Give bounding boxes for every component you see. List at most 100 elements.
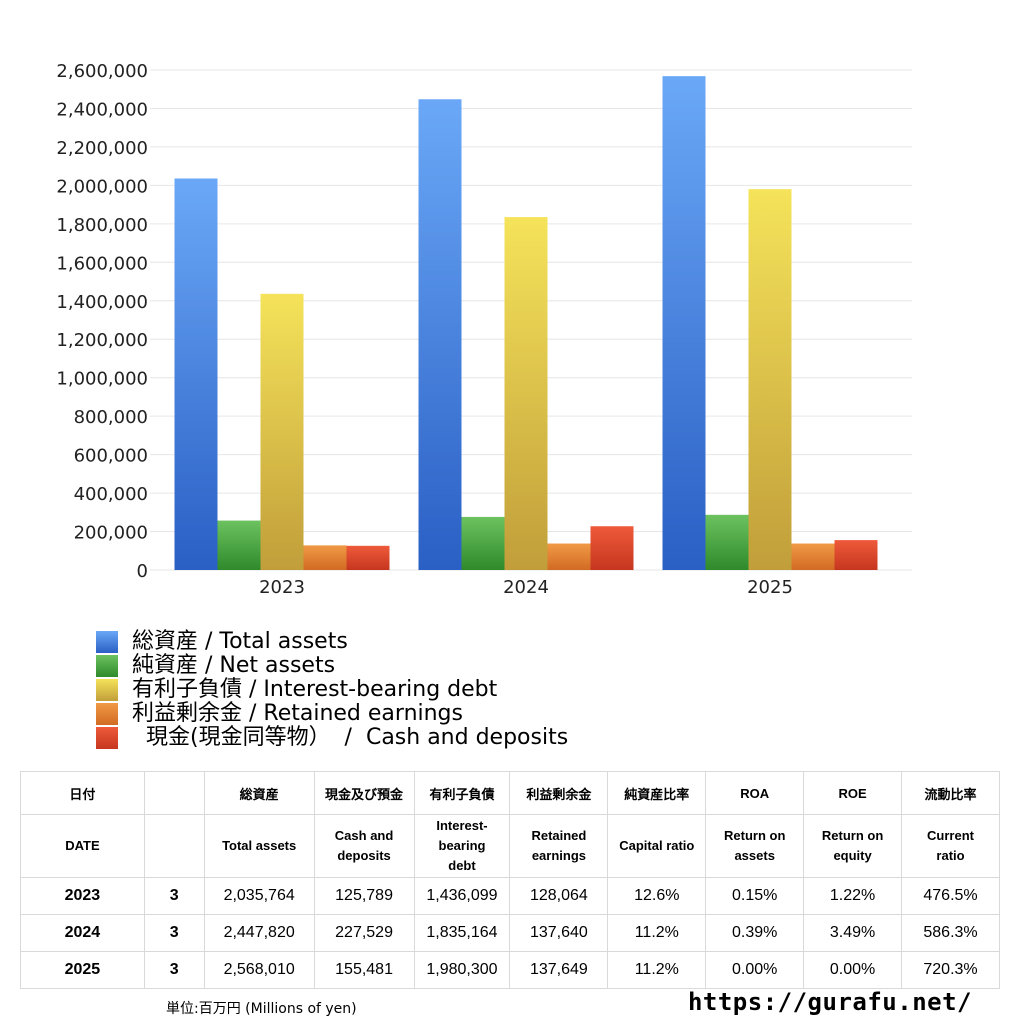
legend-item-total-assets: 総資産 / Total assets: [96, 630, 568, 654]
y-tick-label: 2,600,000: [56, 61, 148, 82]
source-link[interactable]: https://gurafu.net/: [687, 988, 972, 1016]
bar: [791, 543, 835, 570]
value-cell: 128,064: [509, 877, 609, 915]
value-cell: 586.3%: [901, 914, 1000, 952]
bar: [504, 217, 548, 570]
header-cell: Current ratio: [901, 814, 1000, 878]
y-tick-label: 1,800,000: [56, 215, 148, 236]
value-cell: 12.6%: [607, 877, 707, 915]
header-cell: Capital ratio: [607, 814, 707, 878]
legend-label: 利益剰余金 / Retained earnings: [132, 701, 463, 726]
legend-label: 現金(現金同等物） / Cash and deposits: [132, 725, 569, 750]
y-tick-label: 200,000: [74, 523, 148, 544]
y-tick-label: 400,000: [74, 484, 148, 505]
bar: [260, 293, 304, 570]
legend-label: 総資産 / Total assets: [132, 629, 348, 654]
y-tick-label: 600,000: [74, 446, 148, 467]
header-cell: 総資産: [203, 771, 315, 815]
bar-chart: 0 200,000 400,000 600,000 800,000 1,000,000 1,…: [56, 61, 912, 598]
y-tick-label: 2,200,000: [56, 138, 148, 159]
y-tick-label: 2,000,000: [56, 176, 148, 197]
y-axis-ticks: 0 200,000 400,000 600,000 800,000 1,000,000 1,…: [56, 61, 148, 582]
bar: [418, 99, 462, 570]
header-cell: Cash and deposits: [313, 814, 415, 878]
y-tick-label: 1,200,000: [56, 330, 148, 351]
legend-item-interest-bearing-debt: 有利子負債 / Interest-bearing debt: [96, 678, 568, 702]
date-cell: 2025: [20, 951, 145, 989]
y-tick-label: 0: [137, 561, 148, 582]
value-cell: 11.2%: [607, 951, 707, 989]
date-cell: 2023: [20, 877, 145, 915]
header-cell: ROE: [803, 771, 903, 815]
legend-item-cash-and-deposits: 現金(現金同等物） / Cash and deposits: [96, 726, 568, 750]
month-cell: 3: [143, 877, 205, 915]
table-row: 2025 3 2,568,010 155,481 1,980,300 137,6…: [20, 951, 1000, 989]
header-cell: [143, 771, 205, 815]
value-cell: 1,436,099: [413, 877, 511, 915]
header-cell: 現金及び預金: [313, 771, 415, 815]
bar: [662, 76, 706, 571]
header-cell: 利益剰余金: [509, 771, 609, 815]
value-cell: 1.22%: [803, 877, 903, 915]
header-cell: 流動比率: [901, 771, 1000, 815]
date-cell: 2024: [20, 914, 145, 952]
header-cell: 純資産比率: [607, 771, 707, 815]
table-header-jp: 日付 総資産 現金及び預金 有利子負債 利益剰余金 純資産比率 ROA ROE …: [20, 771, 1000, 815]
value-cell: 2,447,820: [203, 914, 315, 952]
bar: [303, 545, 347, 570]
value-cell: 227,529: [313, 914, 415, 952]
y-tick-label: 1,600,000: [56, 253, 148, 274]
chart-legend: 総資産 / Total assets 純資産 / Net assets 有利子負…: [96, 630, 568, 750]
x-tick-label: 2023: [259, 577, 305, 598]
header-cell: Return on equity: [803, 814, 903, 878]
table-header-en: DATE Total assets Cash and deposits Inter…: [20, 814, 1000, 878]
bar: [590, 526, 634, 570]
value-cell: 137,640: [509, 914, 609, 952]
value-cell: 0.39%: [705, 914, 805, 952]
y-tick-label: 1,000,000: [56, 369, 148, 390]
value-cell: 0.00%: [803, 951, 903, 989]
bars: [174, 76, 878, 571]
legend-swatch: [96, 703, 118, 725]
header-cell: 日付: [20, 771, 145, 815]
y-tick-label: 1,400,000: [56, 292, 148, 313]
bar: [174, 178, 218, 570]
value-cell: 2,568,010: [203, 951, 315, 989]
header-cell: DATE: [20, 814, 145, 878]
value-cell: 155,481: [313, 951, 415, 989]
x-tick-label: 2024: [503, 577, 549, 598]
value-cell: 0.15%: [705, 877, 805, 915]
legend-item-retained-earnings: 利益剰余金 / Retained earnings: [96, 702, 568, 726]
header-cell: Total assets: [203, 814, 315, 878]
header-cell: 有利子負債: [413, 771, 511, 815]
header-cell: Retained earnings: [509, 814, 609, 878]
header-cell: Interest-bearing debt: [413, 814, 511, 878]
y-tick-label: 2,400,000: [56, 99, 148, 120]
bar: [461, 516, 505, 570]
value-cell: 1,980,300: [413, 951, 511, 989]
bar: [547, 543, 591, 570]
unit-note: 単位:百万円 (Millions of yen): [166, 1001, 357, 1017]
bar: [217, 520, 261, 570]
table-row: 2023 3 2,035,764 125,789 1,436,099 128,0…: [20, 877, 1000, 915]
legend-item-net-assets: 純資産 / Net assets: [96, 654, 568, 678]
header-cell: ROA: [705, 771, 805, 815]
bar: [748, 189, 792, 570]
value-cell: 0.00%: [705, 951, 805, 989]
legend-label: 純資産 / Net assets: [132, 653, 336, 678]
bar: [346, 545, 390, 570]
value-cell: 2,035,764: [203, 877, 315, 915]
bar: [705, 514, 749, 570]
value-cell: 11.2%: [607, 914, 707, 952]
legend-swatch: [96, 655, 118, 677]
value-cell: 720.3%: [901, 951, 1000, 989]
value-cell: 1,835,164: [413, 914, 511, 952]
value-cell: 3.49%: [803, 914, 903, 952]
legend-swatch: [96, 727, 118, 749]
x-tick-label: 2025: [747, 577, 793, 598]
legend-swatch: [96, 679, 118, 701]
legend-label: 有利子負債 / Interest-bearing debt: [132, 677, 498, 702]
financial-table: 日付 総資産 現金及び預金 有利子負債 利益剰余金 純資産比率 ROA ROE …: [20, 771, 1000, 989]
table-row: 2024 3 2,447,820 227,529 1,835,164 137,6…: [20, 914, 1000, 952]
value-cell: 125,789: [313, 877, 415, 915]
